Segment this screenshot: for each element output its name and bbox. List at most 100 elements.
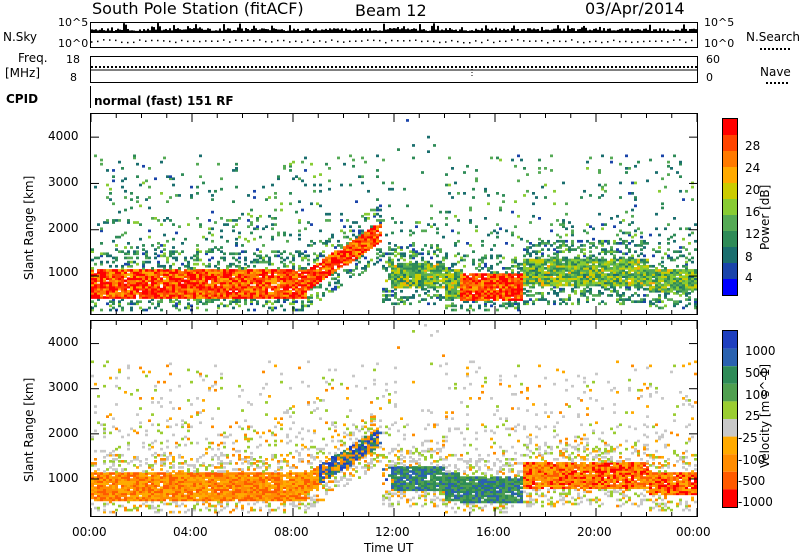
heatmap-cell [436,255,439,258]
heatmap-cell [196,186,199,189]
heatmap-cell [667,165,670,168]
noise-sky-bar [435,30,437,33]
heatmap-cell [625,155,628,158]
heatmap-cell [151,244,154,247]
heatmap-cell [616,234,619,237]
heatmap-cell [655,267,658,270]
noise-sky-bar [317,30,319,33]
heatmap-cell [244,257,247,260]
heatmap-cell [565,202,568,205]
noise-search-dot [295,41,297,43]
heatmap-cell [379,248,382,251]
heatmap-cell [658,234,661,237]
heatmap-cell [475,273,478,276]
heatmap-cell [631,273,634,276]
heatmap-cell [403,252,406,255]
heatmap-cell [190,267,193,270]
heatmap-cell [442,273,445,276]
heatmap-cell [103,423,106,426]
heatmap-cell [454,242,457,245]
heatmap-cell [574,257,577,260]
noise-sky-bar [307,28,309,33]
heatmap-cell [637,244,640,247]
heatmap-cell [574,248,577,251]
heatmap-cell [586,257,589,260]
noise-sky-bar [243,31,245,33]
heatmap-cell [658,250,661,253]
heatmap-cell [103,450,106,453]
heatmap-cell [454,305,457,308]
heatmap-cell [661,300,664,303]
heatmap-cell [589,225,592,228]
heatmap-cell [148,236,151,239]
noise-sky-bar [687,31,689,33]
noise-search-dot [403,40,405,42]
heatmap-cell [382,182,385,185]
noise-sky-bar [519,31,521,33]
heatmap-cell [307,244,310,247]
heatmap-cell [526,259,529,262]
heatmap-cell [316,286,319,289]
heatmap-cell [610,217,613,220]
heatmap-cell [229,252,232,255]
noise-sky-bar [211,31,213,33]
heatmap-cell [538,292,541,295]
heatmap-cell [688,252,691,255]
heatmap-cell [199,259,202,262]
heatmap-cell [172,246,175,249]
heatmap-cell [490,305,493,308]
noise-search-dot [289,41,291,43]
heatmap-cell [94,486,97,489]
noise-sky-bar [179,29,181,33]
noise-sky-bar [585,28,587,33]
heatmap-cell [208,227,211,230]
heatmap-cell [406,296,409,299]
heatmap-cell [499,261,502,264]
heatmap-cell [412,157,415,160]
power-heatmap [91,114,697,314]
heatmap-cell [466,275,469,278]
heatmap-cell [382,288,385,291]
heatmap-cell [580,240,583,243]
heatmap-cell [142,470,145,473]
noise-sky-bar [485,25,487,33]
heatmap-cell [115,236,118,239]
noise-sky-bar [163,30,165,33]
heatmap-cell [154,177,157,180]
heatmap-cell [100,252,103,255]
noise-search-dot [631,42,633,44]
heatmap-cell [136,246,139,249]
heatmap-cell [418,294,421,297]
noise-sky-bar [391,29,393,33]
heatmap-cell [466,255,469,258]
heatmap-cell [511,298,514,301]
heatmap-cell [106,219,109,222]
heatmap-cell [169,219,172,222]
noise-sky-bar [653,29,655,33]
heatmap-cell [175,232,178,235]
heatmap-cell [103,365,106,368]
heatmap-cell [427,223,430,226]
heatmap-cell [241,267,244,270]
heatmap-cell [643,240,646,243]
heatmap-cell [265,198,268,201]
heatmap-cell [250,221,253,224]
noise-sky-bar [477,30,479,33]
heatmap-cell [688,234,691,237]
noise-left-tick-top: 10^5 [58,17,88,28]
heatmap-cell [433,302,436,305]
heatmap-cell [337,280,340,283]
heatmap-cell [343,246,346,249]
noise-sky-bar [275,29,277,33]
heatmap-cell [457,192,460,195]
noise-sky-bar [445,28,447,33]
heatmap-cell [313,175,316,178]
heatmap-cell [343,232,346,235]
heatmap-cell [145,261,148,264]
heatmap-cell [598,169,601,172]
noise-sky-bar [95,29,97,33]
heatmap-cell [160,277,163,280]
heatmap-cell [292,161,295,164]
heatmap-cell [202,236,205,239]
heatmap-cell [382,265,385,268]
